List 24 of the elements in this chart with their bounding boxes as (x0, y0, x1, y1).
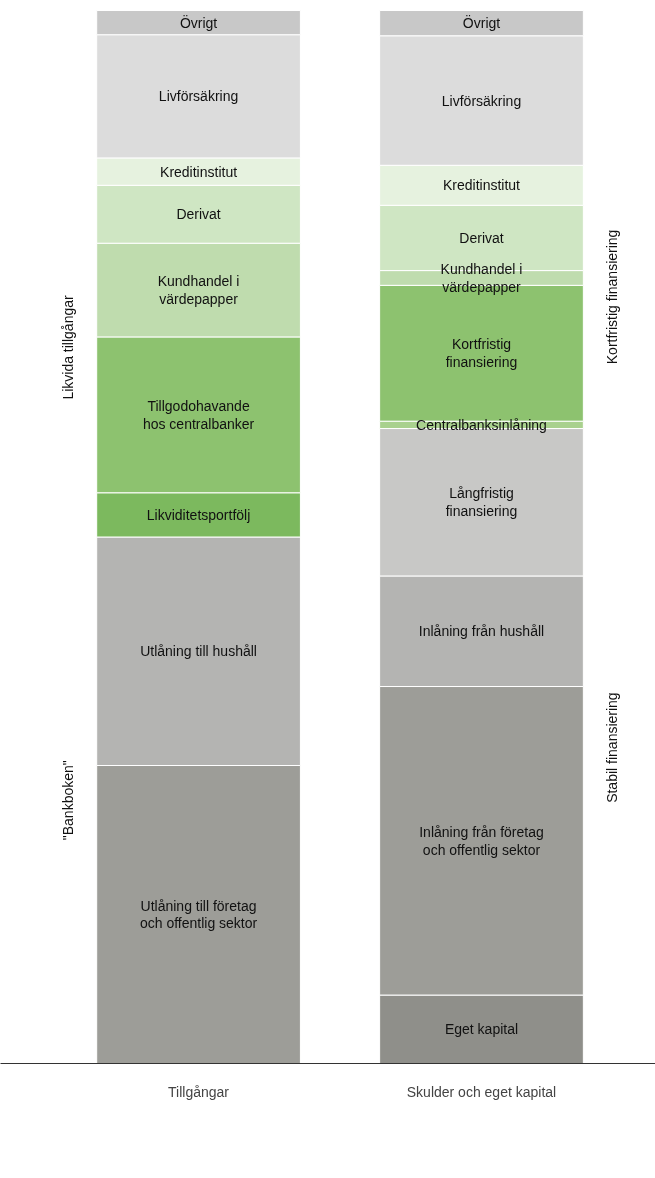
annotation: Kortfristig finansiering (603, 229, 620, 365)
series-label: Derivat (176, 206, 221, 223)
annotation: "Bankboken" (60, 760, 77, 841)
series-label: Kortfristig finansiering (445, 336, 518, 371)
series-label: Utlåning till hushåll (140, 643, 257, 660)
series-label: Långfristig finansiering (445, 485, 518, 520)
series-label: Likviditetsportfölj (146, 506, 251, 523)
series-label: Livförsäkring (158, 88, 239, 105)
annotation: Likvida tillgångar (60, 294, 77, 400)
text: Livförsäkring (441, 92, 522, 109)
series-label: Tillgodohavande hos centralbanker (142, 398, 255, 432)
annotation: Stabil finansiering (603, 692, 620, 803)
series-label: Övrigt (179, 13, 218, 31)
series-label: Eget kapital (444, 1021, 519, 1038)
series-label: Inlåning från hushåll (418, 623, 545, 640)
series-label: Kreditinstitut (160, 163, 238, 180)
x-tick-label: Skulder och eget kapital (406, 1083, 557, 1100)
series-label: Utlåning till företag och offentlig sektor (139, 897, 258, 932)
text: Övrigt (462, 15, 501, 32)
text: Kreditinstitut (442, 177, 521, 194)
x-tick-label: Tillgångar (168, 1083, 230, 1100)
text: Kundhandel i värdepapper (157, 273, 240, 307)
series-label: Inlåning från företag och offentlig sektor (419, 823, 544, 858)
text: Derivat (459, 229, 504, 246)
